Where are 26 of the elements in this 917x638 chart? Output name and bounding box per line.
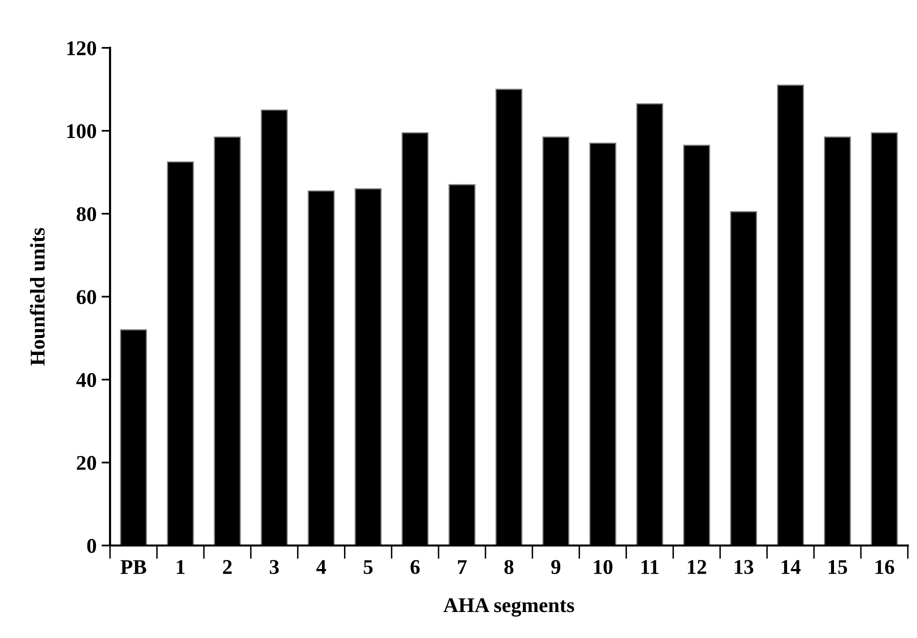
y-tick-label: 20 — [76, 456, 96, 470]
x-tick-label: 3 — [270, 560, 279, 574]
x-tick-label: 14 — [782, 560, 801, 574]
x-tick-label: 2 — [223, 560, 232, 574]
x-tick-label: 8 — [504, 560, 514, 574]
x-tick-label: 12 — [688, 560, 706, 574]
x-tick-label: 4 — [316, 560, 326, 574]
x-axis-title: AHA segments — [443, 598, 574, 617]
y-tick-label: 40 — [76, 372, 96, 388]
x-tick-label: 15 — [828, 560, 848, 574]
x-tick-label: 1 — [176, 560, 185, 574]
x-tick-label: 11 — [642, 560, 658, 574]
x-tick-label: 7 — [458, 560, 467, 574]
y-tick-label: 80 — [76, 207, 96, 222]
x-tick-label: 10 — [594, 560, 612, 574]
x-tick-label: 13 — [734, 560, 754, 574]
x-tick-label: PB — [120, 560, 146, 574]
x-tick-label: 5 — [364, 560, 373, 574]
x-tick-label: 9 — [551, 560, 560, 574]
y-tick-label: 100 — [67, 124, 96, 138]
y-tick-label: 60 — [76, 290, 96, 304]
y-tick-label: 120 — [67, 41, 96, 56]
y-axis-title: Hounfield units — [30, 228, 45, 366]
x-tick-label: 16 — [876, 560, 894, 574]
y-tick-label: 0 — [87, 538, 96, 553]
x-tick-label: 6 — [410, 560, 420, 574]
